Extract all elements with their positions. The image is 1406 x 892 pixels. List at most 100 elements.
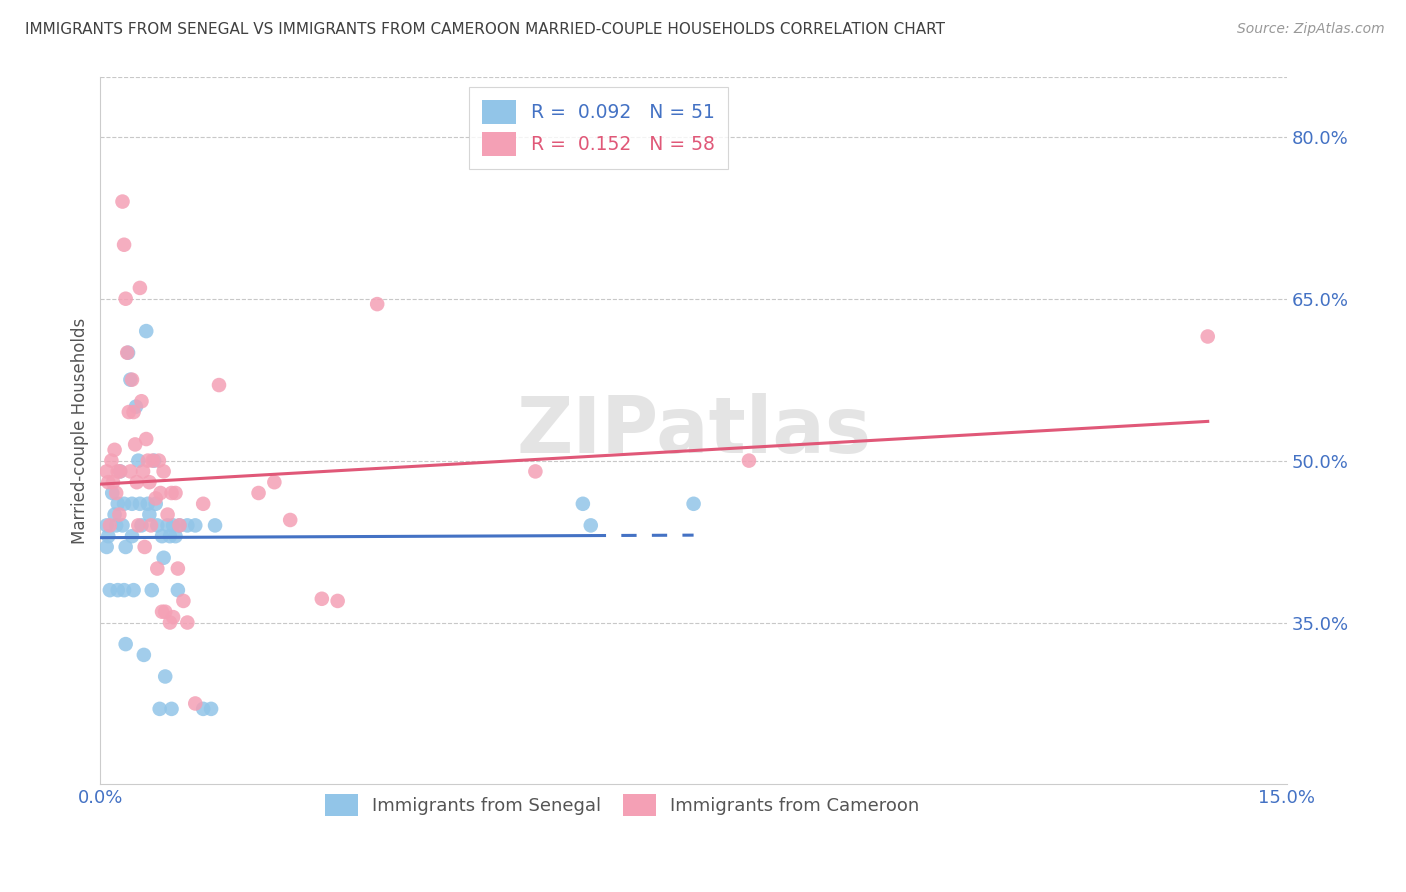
Point — [101, 486, 124, 500]
Point — [121, 497, 143, 511]
Point — [97, 475, 120, 490]
Point — [112, 583, 135, 598]
Point — [131, 394, 153, 409]
Point — [122, 405, 145, 419]
Point — [159, 615, 181, 630]
Point — [152, 464, 174, 478]
Point — [107, 583, 129, 598]
Point — [172, 594, 194, 608]
Point — [145, 491, 167, 506]
Point — [176, 615, 198, 630]
Point — [152, 550, 174, 565]
Point — [184, 518, 207, 533]
Point — [208, 378, 231, 392]
Point — [111, 194, 134, 209]
Point — [138, 508, 160, 522]
Point — [738, 453, 761, 467]
Point — [176, 518, 198, 533]
Point — [200, 702, 222, 716]
Point — [129, 497, 152, 511]
Point — [105, 486, 128, 500]
Point — [107, 497, 129, 511]
Point — [149, 486, 172, 500]
Point — [193, 702, 215, 716]
Point — [167, 583, 190, 598]
Point — [141, 583, 163, 598]
Point — [125, 400, 148, 414]
Point — [112, 237, 135, 252]
Point — [112, 497, 135, 511]
Point — [682, 497, 704, 511]
Point — [162, 518, 184, 533]
Point — [103, 508, 125, 522]
Point — [160, 486, 183, 500]
Point — [132, 464, 155, 478]
Point — [101, 475, 124, 490]
Point — [524, 464, 547, 478]
Point — [111, 518, 134, 533]
Point — [108, 508, 131, 522]
Point — [127, 518, 149, 533]
Point — [122, 583, 145, 598]
Point — [125, 475, 148, 490]
Point — [193, 497, 215, 511]
Point — [100, 453, 122, 467]
Point — [105, 518, 128, 533]
Point — [136, 453, 159, 467]
Legend: Immigrants from Senegal, Immigrants from Cameroon: Immigrants from Senegal, Immigrants from… — [316, 785, 928, 825]
Point — [169, 518, 191, 533]
Point — [139, 518, 162, 533]
Point — [165, 486, 187, 500]
Point — [103, 442, 125, 457]
Point — [114, 637, 136, 651]
Point — [129, 281, 152, 295]
Point — [156, 508, 179, 522]
Point — [165, 529, 187, 543]
Point — [155, 605, 177, 619]
Point — [149, 702, 172, 716]
Point — [135, 432, 157, 446]
Point — [117, 345, 139, 359]
Point — [159, 529, 181, 543]
Point — [143, 453, 166, 467]
Point — [326, 594, 349, 608]
Point — [148, 453, 170, 467]
Text: IMMIGRANTS FROM SENEGAL VS IMMIGRANTS FROM CAMEROON MARRIED-COUPLE HOUSEHOLDS CO: IMMIGRANTS FROM SENEGAL VS IMMIGRANTS FR… — [25, 22, 945, 37]
Point — [572, 497, 595, 511]
Point — [146, 518, 169, 533]
Point — [132, 648, 155, 662]
Point — [134, 540, 156, 554]
Point — [121, 373, 143, 387]
Point — [135, 324, 157, 338]
Point — [97, 529, 120, 543]
Point — [184, 697, 207, 711]
Point — [160, 702, 183, 716]
Point — [579, 518, 602, 533]
Point — [108, 464, 131, 478]
Point — [155, 669, 177, 683]
Point — [124, 437, 146, 451]
Point — [167, 561, 190, 575]
Point — [146, 561, 169, 575]
Point — [114, 292, 136, 306]
Point — [1197, 329, 1219, 343]
Point — [107, 464, 129, 478]
Point — [142, 453, 165, 467]
Text: Source: ZipAtlas.com: Source: ZipAtlas.com — [1237, 22, 1385, 37]
Point — [96, 518, 118, 533]
Point — [98, 583, 121, 598]
Point — [96, 540, 118, 554]
Point — [127, 453, 149, 467]
Point — [169, 518, 191, 533]
Point — [120, 464, 142, 478]
Point — [150, 605, 173, 619]
Point — [366, 297, 388, 311]
Text: ZIPatlas: ZIPatlas — [516, 393, 872, 469]
Point — [162, 610, 184, 624]
Point — [120, 373, 142, 387]
Y-axis label: Married-couple Households: Married-couple Households — [72, 318, 89, 544]
Point — [263, 475, 285, 490]
Point — [98, 518, 121, 533]
Point — [138, 475, 160, 490]
Point — [150, 529, 173, 543]
